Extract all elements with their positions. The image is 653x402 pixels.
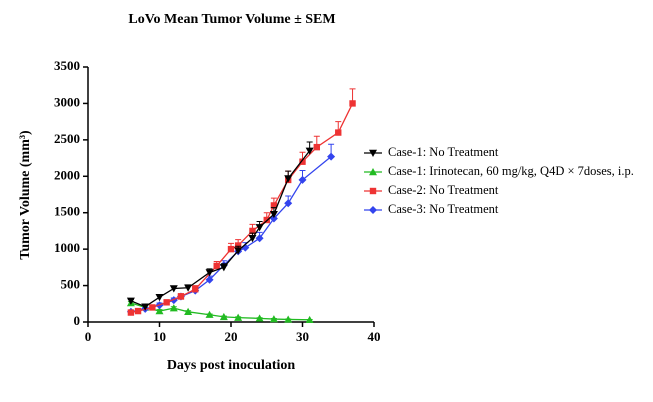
x-tick-label: 0 <box>85 329 92 344</box>
legend-marker <box>369 187 377 195</box>
series-line <box>130 103 354 314</box>
marker <box>219 312 228 321</box>
marker <box>255 234 264 243</box>
legend-marker <box>369 149 377 157</box>
marker <box>270 202 278 209</box>
legend-marker <box>369 206 377 214</box>
legend-label: Case-1: No Treatment <box>388 145 499 159</box>
x-axis-label: Days post inoculation <box>167 358 296 373</box>
marker <box>169 304 178 312</box>
legend-label: Case-1: Irinotecan, 60 mg/kg, Q4D × 7dos… <box>388 164 634 178</box>
y-tick-label: 2500 <box>54 131 80 146</box>
y-tick-label: 1000 <box>54 240 80 255</box>
marker <box>248 235 257 243</box>
marker <box>127 309 135 316</box>
marker <box>327 152 336 161</box>
legend-label: Case-2: No Treatment <box>388 183 499 197</box>
marker <box>205 275 214 284</box>
y-tick-label: 0 <box>74 313 81 328</box>
marker <box>192 286 199 293</box>
chart-title: LoVo Mean Tumor Volume ± SEM <box>128 12 335 27</box>
marker <box>155 307 164 315</box>
legend-label: Case-3: No Treatment <box>388 202 499 216</box>
series-line <box>130 302 310 321</box>
marker <box>313 143 320 151</box>
y-tick-label: 500 <box>61 277 81 292</box>
marker <box>284 315 293 323</box>
marker <box>255 314 264 322</box>
legend-marker <box>369 168 377 176</box>
y-tick-label: 2000 <box>54 167 80 182</box>
y-axis-label: Tumor Volume (mm³) <box>18 130 33 260</box>
series-line <box>130 150 311 308</box>
marker <box>255 224 264 232</box>
y-tick-label: 1500 <box>54 204 80 219</box>
marker <box>219 264 228 272</box>
marker <box>234 247 243 255</box>
y-tick-label: 3500 <box>54 58 80 73</box>
marker <box>205 310 214 318</box>
marker <box>213 262 220 270</box>
marker <box>126 297 135 305</box>
marker <box>349 100 356 107</box>
x-tick-label: 20 <box>225 329 238 344</box>
marker <box>234 313 243 321</box>
marker <box>205 269 214 277</box>
x-tick-label: 10 <box>153 329 166 344</box>
marker <box>284 199 293 208</box>
marker <box>184 284 193 292</box>
marker <box>184 307 193 315</box>
marker <box>269 210 278 219</box>
marker <box>234 242 242 249</box>
marker <box>269 315 278 323</box>
marker <box>163 299 170 306</box>
x-tick-label: 30 <box>296 329 309 344</box>
marker <box>298 175 307 184</box>
y-tick-label: 3000 <box>54 94 80 109</box>
marker <box>149 304 156 311</box>
marker <box>249 227 256 235</box>
marker <box>335 129 342 136</box>
x-tick-label: 40 <box>368 329 381 344</box>
marker <box>299 158 306 165</box>
marker <box>227 245 235 253</box>
marker <box>134 307 142 315</box>
marker <box>305 147 314 155</box>
marker <box>169 285 178 293</box>
marker <box>305 315 314 324</box>
marker <box>177 293 185 300</box>
marker <box>141 303 150 311</box>
marker <box>284 175 293 183</box>
marker <box>155 294 164 302</box>
